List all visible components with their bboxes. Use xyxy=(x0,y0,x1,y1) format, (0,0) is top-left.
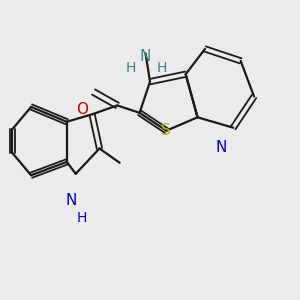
Text: N: N xyxy=(216,140,227,154)
Text: O: O xyxy=(76,102,88,117)
Text: N: N xyxy=(65,193,77,208)
Text: H: H xyxy=(76,212,87,225)
Text: S: S xyxy=(161,123,171,138)
Text: H: H xyxy=(125,61,136,75)
Text: N: N xyxy=(140,49,151,64)
Text: H: H xyxy=(157,61,167,75)
